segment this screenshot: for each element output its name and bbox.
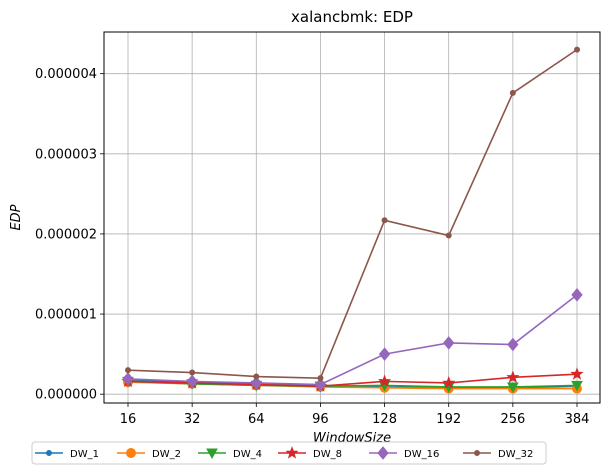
plot-frame <box>103 31 601 404</box>
y-tick-label: 0.000002 <box>35 227 97 242</box>
data-point <box>381 217 388 224</box>
legend-label: DW_2 <box>152 449 181 460</box>
data-point <box>378 347 391 361</box>
data-point <box>509 89 516 96</box>
chart-title: xalancbmk: EDP <box>291 8 413 26</box>
series-line <box>127 48 578 379</box>
y-tick-label: 0.000004 <box>35 67 97 82</box>
data-point <box>250 376 262 390</box>
legend-marker <box>285 446 299 459</box>
series-dw-16 <box>122 288 583 392</box>
y-tick-label: 0.000000 <box>35 388 97 403</box>
legend-marker <box>126 448 136 458</box>
data-point <box>317 375 324 382</box>
x-tick-label: 192 <box>436 412 461 427</box>
data-point <box>571 380 583 392</box>
gridlines <box>104 32 600 403</box>
x-tick-label: 384 <box>565 412 590 427</box>
series-layer <box>121 46 584 394</box>
legend-item: DW_2 <box>117 448 181 460</box>
x-tick-label: 128 <box>372 412 397 427</box>
y-tick-label: 0.000001 <box>35 308 97 323</box>
x-axis: 16 32 64 96 128 192 256 384 <box>120 403 590 427</box>
legend-item: DW_8 <box>278 446 342 460</box>
legend-marker <box>206 448 218 460</box>
series-dw-32 <box>125 46 580 382</box>
legend-marker <box>46 450 52 456</box>
data-point <box>506 370 520 383</box>
series-line <box>127 373 578 387</box>
y-axis-label: EDP <box>9 204 24 230</box>
legend-marker <box>377 446 389 460</box>
y-tick-label: 0.000003 <box>35 147 97 162</box>
data-point <box>507 382 519 394</box>
data-point <box>445 232 452 239</box>
data-point <box>186 374 198 389</box>
data-point <box>507 337 519 352</box>
x-tick-label: 256 <box>500 412 525 427</box>
x-tick-label: 64 <box>248 412 265 427</box>
data-point <box>377 374 392 387</box>
data-point <box>314 377 327 392</box>
series-line <box>127 294 578 386</box>
data-point <box>122 372 134 386</box>
legend-label: DW_1 <box>70 449 99 460</box>
legend-label: DW_4 <box>233 449 262 460</box>
legend-item: DW_16 <box>369 446 439 460</box>
legend-item: DW_4 <box>198 448 262 460</box>
x-tick-label: 96 <box>312 412 329 427</box>
data-point <box>125 367 131 374</box>
data-point <box>570 367 584 380</box>
data-point <box>189 369 196 376</box>
legend-item: DW_1 <box>35 449 99 460</box>
data-point <box>571 288 583 302</box>
x-tick-label: 16 <box>120 412 137 427</box>
data-point <box>574 46 580 53</box>
y-axis: 0.000000 0.000001 0.000002 0.000003 0.000004 <box>35 67 104 403</box>
legend-marker <box>474 450 480 456</box>
data-point <box>443 336 455 350</box>
legend-item: DW_32 <box>463 449 533 460</box>
data-point <box>253 373 260 380</box>
legend: DW_1 DW_2 DW_4 DW_8 DW_16 DW_32 <box>31 441 547 465</box>
legend-label: DW_32 <box>498 449 533 460</box>
legend-label: DW_16 <box>404 449 439 460</box>
x-tick-label: 32 <box>184 412 201 427</box>
legend-label: DW_8 <box>313 449 342 460</box>
data-point <box>442 376 456 389</box>
